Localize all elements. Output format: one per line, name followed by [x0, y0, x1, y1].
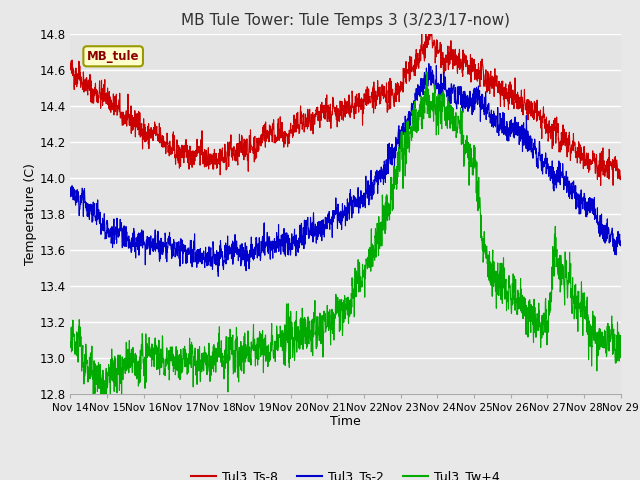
Text: MB_tule: MB_tule: [87, 50, 140, 63]
Y-axis label: Temperature (C): Temperature (C): [24, 163, 36, 264]
Title: MB Tule Tower: Tule Temps 3 (3/23/17-now): MB Tule Tower: Tule Temps 3 (3/23/17-now…: [181, 13, 510, 28]
Legend: Tul3_Ts-8, Tul3_Ts-2, Tul3_Tw+4: Tul3_Ts-8, Tul3_Ts-2, Tul3_Tw+4: [186, 465, 505, 480]
X-axis label: Time: Time: [330, 415, 361, 429]
